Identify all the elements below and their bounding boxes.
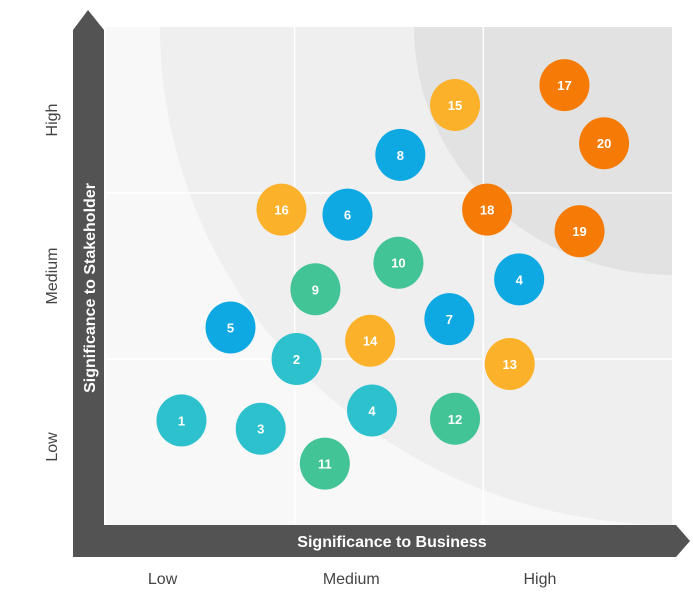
y-tick-label: High: [44, 104, 61, 137]
bubble-10: 10: [373, 236, 424, 289]
x-tick-label: Low: [148, 571, 178, 588]
x-tick-label: Medium: [323, 571, 380, 588]
bubble-marker: [290, 263, 341, 316]
bubble-marker: [424, 293, 475, 346]
y-axis-title: Significance to Stakeholder: [82, 183, 99, 393]
bubble-marker: [205, 301, 256, 354]
bubble-label: 14: [363, 334, 378, 349]
bubble-19: 19: [554, 205, 605, 258]
bubble-label: 15: [448, 98, 462, 113]
bubble-5: 5: [205, 301, 256, 354]
bubble-label: 4: [516, 272, 524, 287]
bubble-marker: [235, 402, 286, 455]
bubble-label: 19: [572, 224, 586, 239]
bubble-11: 11: [299, 437, 350, 490]
bubble-1: 1: [156, 394, 207, 447]
bubble-marker: [430, 392, 481, 445]
bubble-label: 2: [293, 352, 300, 367]
y-tick-labels: Low Medium High: [44, 104, 61, 462]
bubble-marker: [271, 333, 322, 385]
bubble-marker: [539, 59, 590, 112]
bubble-16: 16: [256, 183, 307, 236]
bubble-7: 7: [424, 293, 475, 346]
bubble-15: 15: [430, 79, 481, 132]
bubble-18: 18: [462, 183, 513, 236]
bubble-marker: [256, 183, 307, 236]
bubble-6: 6: [322, 188, 373, 241]
x-axis-title: Significance to Business: [297, 534, 486, 551]
bubble-label: 10: [391, 256, 405, 271]
x-axis-arrow: [73, 525, 690, 557]
bubble-marker: [494, 253, 545, 306]
bubble-label: 5: [227, 320, 234, 335]
bubble-9: 9: [290, 263, 341, 316]
bubble-marker: [554, 205, 605, 258]
bubble-marker: [430, 79, 481, 132]
bubble-marker: [373, 236, 424, 289]
bubble-4: 4: [347, 384, 398, 437]
bubble-marker: [462, 183, 513, 236]
high-priority-zone: [414, 27, 672, 275]
bubble-label: 9: [312, 282, 319, 297]
bubble-label: 17: [557, 78, 571, 93]
bubble-label: 7: [446, 312, 453, 327]
bubble-label: 12: [448, 412, 462, 427]
bubble-label: 18: [480, 203, 494, 218]
bubble-marker: [345, 314, 396, 367]
bubble-marker: [579, 117, 630, 170]
bubble-label: 1: [178, 413, 185, 428]
bubble-label: 11: [318, 457, 332, 472]
bubble-marker: [299, 437, 350, 490]
bubble-label: 4: [368, 403, 376, 418]
y-tick-label: Low: [44, 432, 61, 462]
bubble-label: 8: [397, 148, 404, 163]
bubble-12: 12: [430, 392, 481, 445]
bubble-marker: [375, 128, 426, 181]
bubble-20: 20: [579, 117, 630, 170]
bubble-17: 17: [539, 59, 590, 112]
y-tick-label: Medium: [44, 248, 61, 305]
x-tick-label: High: [523, 571, 556, 588]
bubble-2: 2: [271, 333, 322, 385]
bubble-3: 3: [235, 402, 286, 455]
bubble-marker: [484, 337, 535, 390]
bubble-8: 8: [375, 128, 426, 181]
bubble-marker: [347, 384, 398, 437]
bubble-14: 14: [345, 314, 396, 367]
bubble-label: 16: [274, 203, 288, 218]
bubble-4: 4: [494, 253, 545, 306]
bubble-label: 3: [257, 422, 264, 437]
x-tick-labels: Low Medium High: [148, 571, 556, 588]
y-axis-arrow: [73, 10, 104, 557]
bubble-label: 6: [344, 208, 351, 223]
bubble-label: 20: [597, 136, 611, 151]
bubble-label: 13: [503, 357, 517, 372]
bubble-marker: [156, 394, 207, 447]
bubble-13: 13: [484, 337, 535, 390]
bubble-marker: [322, 188, 373, 241]
